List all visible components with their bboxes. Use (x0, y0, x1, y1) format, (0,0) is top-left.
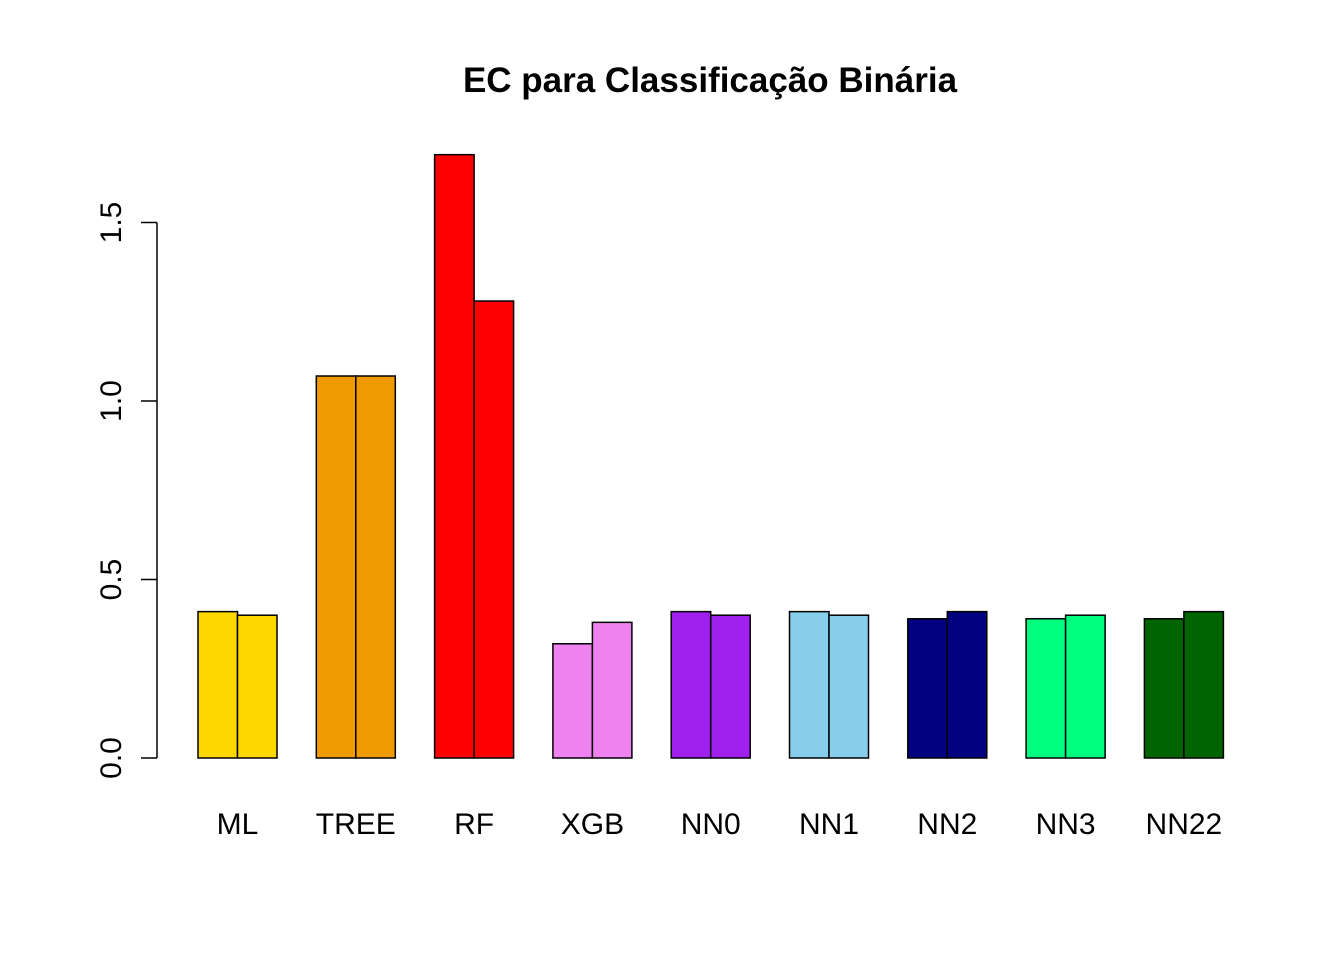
bar-nn22-2 (1183, 610, 1225, 759)
x-category-label: NN22 (1146, 808, 1223, 841)
y-tick-label: 0.0 (95, 737, 128, 779)
bar-nn1-2 (828, 614, 870, 759)
bar-nn0-1 (670, 610, 712, 759)
x-category-label: TREE (316, 808, 396, 841)
bar-nn3-2 (1064, 614, 1106, 759)
chart-title: EC para Classificação Binária (463, 61, 958, 100)
x-category-label: NN1 (799, 808, 859, 841)
y-tick-label: 0.5 (95, 559, 128, 601)
bar-nn3-1 (1025, 618, 1067, 759)
x-category-label: ML (217, 808, 259, 841)
bar-tree-2 (355, 375, 397, 759)
bars-group (197, 153, 1225, 759)
y-tick-label: 1.0 (95, 380, 128, 422)
bar-xgb-2 (591, 621, 633, 759)
bar-rf-2 (473, 300, 515, 759)
y-axis: 0.0 0.5 1.0 1.5 (95, 202, 158, 779)
y-tick-label: 1.5 (95, 202, 128, 244)
bar-nn2-2 (946, 610, 988, 759)
x-category-label: RF (454, 808, 494, 841)
x-category-label: NN0 (681, 808, 741, 841)
bar-ml-1 (197, 610, 239, 759)
x-category-label: NN2 (917, 808, 977, 841)
bar-tree-1 (315, 375, 357, 759)
bar-nn2-1 (907, 618, 949, 759)
bar-nn0-2 (709, 614, 751, 759)
x-category-label: NN3 (1036, 808, 1096, 841)
bar-nn1-1 (788, 610, 830, 759)
x-category-label: XGB (561, 808, 624, 841)
bar-nn22-1 (1143, 618, 1185, 759)
bar-rf-1 (433, 153, 475, 759)
x-labels-group: ML TREE RF XGB NN0 NN1 NN2 NN3 NN22 (217, 808, 1223, 841)
bar-xgb-1 (552, 643, 594, 759)
bar-ml-2 (236, 614, 278, 759)
